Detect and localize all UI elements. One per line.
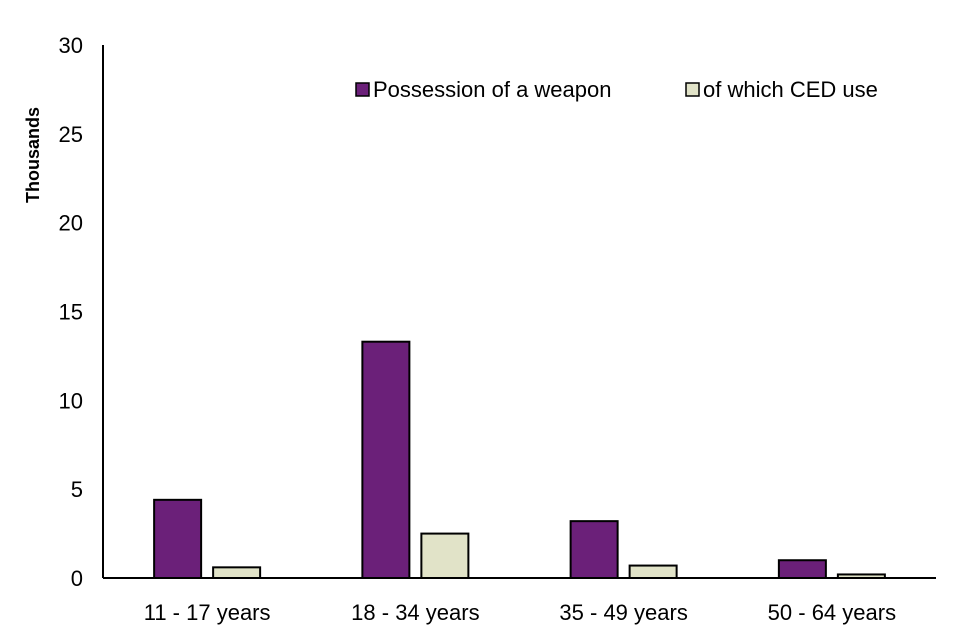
bar-possession-4 — [777, 559, 827, 580]
y-tick-label: 25 — [59, 122, 83, 147]
bar-ced-3 — [628, 564, 678, 580]
y-tick-label: 0 — [71, 566, 83, 591]
y-tick-label: 5 — [71, 477, 83, 502]
y-tick-label: 20 — [59, 211, 83, 236]
legend-label: of which CED use — [703, 77, 878, 102]
legend-swatch — [685, 82, 700, 97]
x-category-label: 50 - 64 years — [768, 600, 896, 625]
bar-possession-2 — [361, 340, 411, 579]
bars — [153, 340, 886, 580]
y-tick-label: 15 — [59, 300, 83, 325]
y-tick-label: 30 — [59, 33, 83, 58]
x-category-label: 11 - 17 years — [144, 600, 271, 625]
y-axis-label: Thousands — [23, 107, 43, 203]
x-category-label: 35 - 49 years — [559, 600, 687, 625]
legend-swatch — [355, 82, 370, 97]
legend: Possession of a weapon of which CED use — [355, 77, 878, 102]
y-axis-ticks: 0 5 10 15 20 25 30 — [59, 33, 83, 591]
x-axis-labels: 11 - 17 years 18 - 34 years 35 - 49 years 5… — [144, 600, 896, 625]
y-tick-label: 10 — [59, 388, 83, 413]
legend-label: Possession of a weapon — [373, 77, 612, 102]
bar-ced-2 — [420, 532, 470, 579]
x-category-label: 18 - 34 years — [351, 600, 479, 625]
bar-possession-1 — [153, 498, 203, 579]
bar-possession-3 — [569, 520, 619, 579]
bar-ced-1 — [212, 566, 262, 580]
